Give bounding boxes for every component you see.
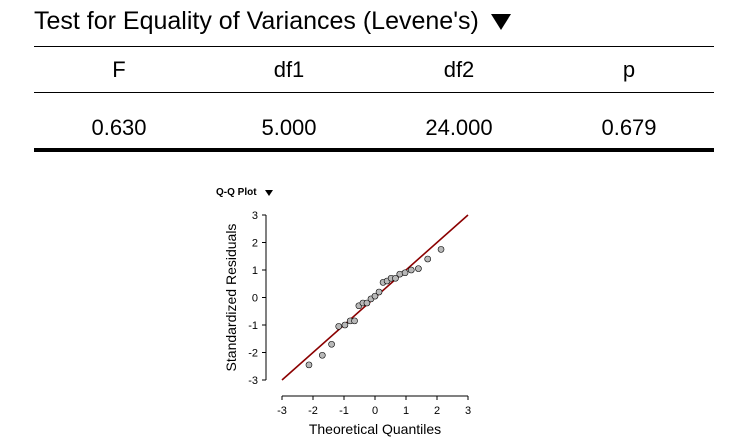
data-point <box>371 292 379 300</box>
column-header-f: F <box>112 57 126 82</box>
data-point <box>392 274 399 282</box>
data-point <box>328 340 335 348</box>
x-tick-label: -1 <box>339 405 349 417</box>
data-point <box>415 265 422 272</box>
data-point <box>424 255 432 263</box>
value-f: 0.630 <box>91 115 147 140</box>
column-header-p: p <box>622 57 636 82</box>
data-point <box>437 246 445 253</box>
x-axis-label: Theoretical Quantiles <box>309 421 441 437</box>
data-point <box>401 269 409 277</box>
value-df2: 24.000 <box>425 115 493 140</box>
column-header-df2: df2 <box>443 57 475 82</box>
qq-plot-title: Q-Q Plot <box>216 187 257 198</box>
y-tick-label: -2 <box>248 348 258 360</box>
value-df1: 5.000 <box>261 115 317 140</box>
levene-table-header: Test for Equality of Variances (Levene's… <box>34 4 511 38</box>
table-header-rule <box>34 92 714 93</box>
x-tick-label: -3 <box>277 405 287 417</box>
data-point <box>335 323 343 330</box>
data-point <box>363 299 371 307</box>
data-point <box>375 288 383 296</box>
table-top-rule <box>34 46 714 47</box>
value-p: 0.679 <box>601 115 657 140</box>
data-point <box>318 351 326 359</box>
x-tick-label: 2 <box>434 405 440 417</box>
y-tick-label: 0 <box>252 293 258 305</box>
column-header-df1: df1 <box>273 57 305 82</box>
dropdown-triangle-icon[interactable] <box>490 14 511 30</box>
y-axis-label: Standardized Residuals <box>223 224 239 372</box>
data-point <box>341 321 349 329</box>
y-tick-label: 1 <box>252 265 258 277</box>
data-point <box>407 266 415 274</box>
data-point <box>351 317 358 325</box>
x-tick-label: 1 <box>403 405 409 417</box>
y-tick-label: 3 <box>252 210 258 222</box>
x-tick-label: 3 <box>465 405 471 417</box>
data-point <box>305 361 313 369</box>
y-tick-label: -1 <box>248 320 258 332</box>
qq-plot-dropdown-icon[interactable] <box>265 190 273 196</box>
y-tick-label: 2 <box>252 238 258 250</box>
table-title: Test for Equality of Variances (Levene's… <box>34 6 479 35</box>
table-bottom-rule <box>34 148 714 152</box>
x-tick-label: 0 <box>372 405 378 417</box>
y-tick-label: -3 <box>248 375 258 387</box>
x-tick-label: -2 <box>308 405 318 417</box>
